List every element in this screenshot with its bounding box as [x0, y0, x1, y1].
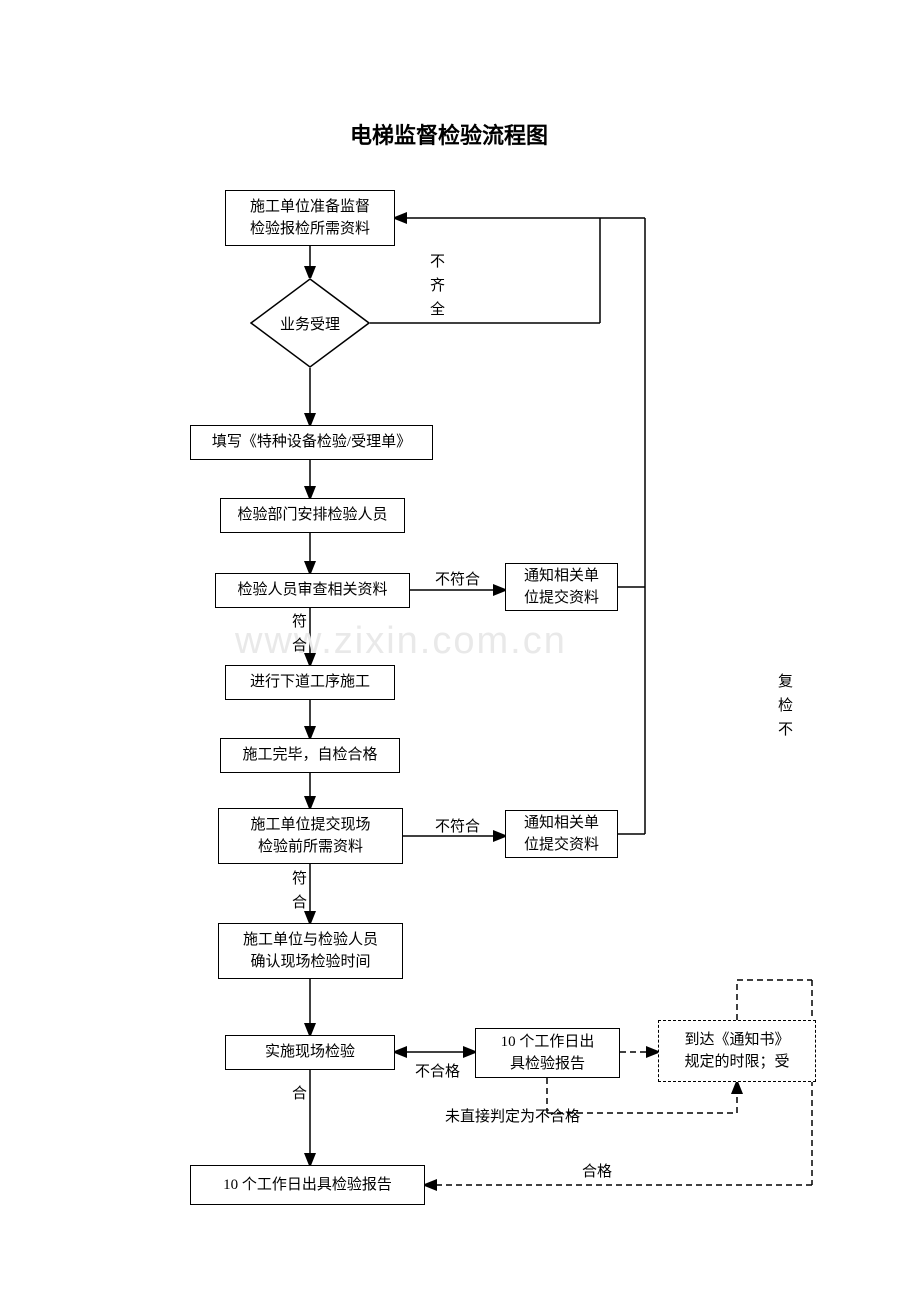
label-l_fjb: 复 检 不	[778, 670, 793, 742]
page-title: 电梯监督检验流程图	[350, 118, 548, 150]
label-l_bhg: 不合格	[415, 1060, 460, 1084]
node-n3: 填写《特种设备检验/受理单》	[190, 425, 433, 460]
node-n9: 施工单位提交现场检验前所需资料	[218, 808, 403, 864]
label-l_bfh2: 不符合	[435, 815, 480, 839]
node-n11: 施工单位与检验人员确认现场检验时间	[218, 923, 403, 979]
node-n2: 业务受理	[250, 278, 370, 368]
label-l_fh1: 符 合	[292, 610, 307, 658]
node-n5: 检验人员审查相关资料	[215, 573, 410, 608]
node-n6: 通知相关单位提交资料	[505, 563, 618, 611]
node-n7: 进行下道工序施工	[225, 665, 395, 700]
label-l_he: 合	[292, 1082, 307, 1106]
node-n4: 检验部门安排检验人员	[220, 498, 405, 533]
label-l_wzj: 未直接判定为不合格	[445, 1105, 580, 1129]
label-l_bqq: 不 齐 全	[430, 250, 445, 322]
node-n10: 通知相关单位提交资料	[505, 810, 618, 858]
node-n13: 10 个工作日出具检验报告	[475, 1028, 620, 1078]
label-l_bfh1: 不符合	[435, 568, 480, 592]
node-n15: 10 个工作日出具检验报告	[190, 1165, 425, 1205]
node-n14: 到达《通知书》规定的时限；受	[658, 1020, 816, 1082]
node-n12: 实施现场检验	[225, 1035, 395, 1070]
node-n1: 施工单位准备监督检验报检所需资料	[225, 190, 395, 246]
watermark: www.zixin.com.cn	[235, 620, 567, 663]
node-n2-label: 业务受理	[250, 278, 370, 368]
label-l_hg: 合格	[582, 1160, 612, 1184]
label-l_fh2: 符 合	[292, 867, 307, 915]
node-n8: 施工完毕，自检合格	[220, 738, 400, 773]
